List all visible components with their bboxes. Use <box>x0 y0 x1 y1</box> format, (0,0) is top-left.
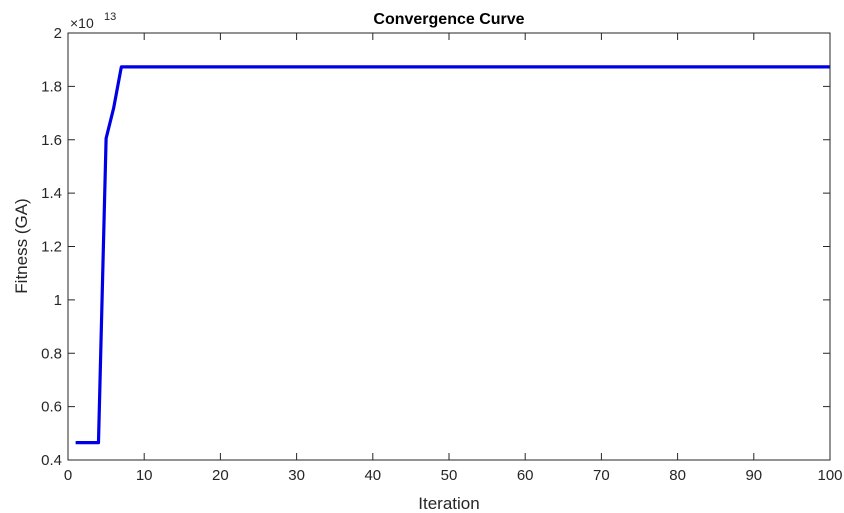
y-axis-label: Fitness (GA) <box>12 198 31 293</box>
chart-title: Convergence Curve <box>373 11 524 28</box>
x-tick-label: 10 <box>136 467 153 484</box>
x-tick-label: 70 <box>593 467 610 484</box>
y-tick-label: 0.6 <box>41 399 62 416</box>
x-tick-label: 0 <box>64 467 72 484</box>
x-tick-label: 40 <box>364 467 381 484</box>
y-multiplier-exponent: 13 <box>104 11 116 23</box>
x-tick-label: 30 <box>288 467 305 484</box>
ticks: 0 10 20 30 40 50 60 70 80 90 100 0.4 0.6 0.8 1 1.2 1.4 1.… <box>41 25 842 484</box>
x-tick-label: 20 <box>212 467 229 484</box>
y-tick-label: 1.6 <box>41 132 62 149</box>
x-tick-label: 50 <box>441 467 458 484</box>
x-tick-label: 60 <box>517 467 534 484</box>
x-axis-label: Iteration <box>418 494 479 513</box>
y-multiplier-base: ×10 <box>70 15 94 31</box>
y-tick-label: 1.2 <box>41 239 62 256</box>
y-tick-label: 1 <box>54 292 62 309</box>
x-tick-label: 100 <box>817 467 842 484</box>
x-tick-label: 80 <box>669 467 686 484</box>
y-tick-label: 1.8 <box>41 78 62 95</box>
y-tick-label: 1.4 <box>41 185 62 202</box>
y-tick-label: 0.4 <box>41 452 62 469</box>
y-tick-label: 2 <box>54 25 62 42</box>
plot-area <box>68 33 830 460</box>
y-tick-label: 0.8 <box>41 345 62 362</box>
series-layer <box>75 65 830 445</box>
axes-box <box>67 32 831 461</box>
x-tick-label: 90 <box>745 467 762 484</box>
series-line <box>75 65 830 445</box>
y-multiplier: ×10 13 <box>70 11 116 31</box>
